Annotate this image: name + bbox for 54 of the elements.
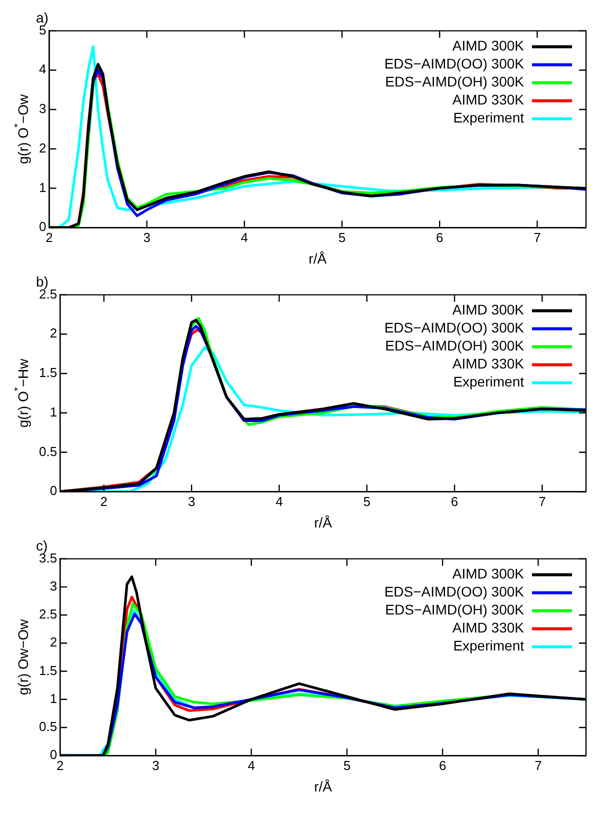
x-tick-label: 4 <box>240 230 248 245</box>
legend-label: AIMD 330K <box>452 356 525 372</box>
y-axis-title: g(r) Ow−Ow <box>14 618 31 696</box>
x-tick-label: 2 <box>100 494 108 509</box>
legend-label: EDS−AIMD(OO) 300K <box>384 584 525 600</box>
legend-label: AIMD 330K <box>452 620 525 636</box>
x-tick-label: 6 <box>438 758 446 773</box>
y-tick-label: 2 <box>50 634 58 650</box>
x-tick-label: 7 <box>534 758 542 773</box>
y-axis-title: g(r) O*−Hw <box>12 358 31 428</box>
x-tick-label: 4 <box>248 758 255 773</box>
legend-label: EDS−AIMD(OO) 300K <box>384 56 525 72</box>
x-tick-label: 3 <box>188 494 196 509</box>
y-tick-label: 3 <box>38 101 46 116</box>
x-axis-title: r/Å <box>308 250 328 266</box>
legend-label: EDS−AIMD(OH) 300K <box>385 338 525 354</box>
legend-label: AIMD 300K <box>452 38 525 54</box>
x-axis-title: r/Å <box>314 778 333 794</box>
legend-label: Experiment <box>453 110 524 126</box>
legend-label: AIMD 300K <box>452 566 525 582</box>
legend-label: EDS−AIMD(OH) 300K <box>385 602 525 618</box>
x-tick-label: 6 <box>436 230 444 245</box>
y-tick-label: 0.5 <box>38 444 58 459</box>
y-tick-label: 1.5 <box>38 662 58 678</box>
y-tick-label: 3 <box>50 578 58 594</box>
y-tick-label: 2.5 <box>38 606 58 622</box>
y-tick-label: 0.5 <box>38 719 58 734</box>
legend-label: Experiment <box>453 638 524 654</box>
x-tick-label: 7 <box>538 494 546 509</box>
y-tick-label: 2 <box>38 140 46 156</box>
y-tick-label: 1 <box>38 180 46 195</box>
y-tick-label: 1.5 <box>38 365 58 380</box>
y-tick-label: 4 <box>38 62 46 77</box>
x-tick-label: 3 <box>143 230 150 245</box>
y-tick-label: 2 <box>50 326 58 341</box>
y-tick-label: 0 <box>50 747 58 762</box>
legend-label: EDS−AIMD(OH) 300K <box>385 74 525 90</box>
legend-label: AIMD 330K <box>452 92 525 108</box>
legend-label: AIMD 300K <box>452 302 525 318</box>
y-tick-label: 0 <box>38 219 46 234</box>
y-axis-title: g(r) O*−Ow <box>12 94 31 164</box>
y-tick-label: 1 <box>50 690 58 706</box>
x-tick-label: 4 <box>276 494 283 509</box>
x-tick-label: 3 <box>152 758 160 773</box>
x-tick-label: 5 <box>338 230 346 245</box>
x-axis-title: r/Å <box>314 514 333 530</box>
legend-label: Experiment <box>453 374 524 390</box>
y-tick-label: 0 <box>50 483 58 498</box>
x-tick-label: 6 <box>450 494 458 509</box>
legend-label: EDS−AIMD(OO) 300K <box>384 320 525 336</box>
x-tick-label: 7 <box>534 230 541 245</box>
x-tick-label: 5 <box>343 758 351 773</box>
x-tick-label: 5 <box>363 494 370 509</box>
y-tick-label: 1 <box>50 404 58 420</box>
